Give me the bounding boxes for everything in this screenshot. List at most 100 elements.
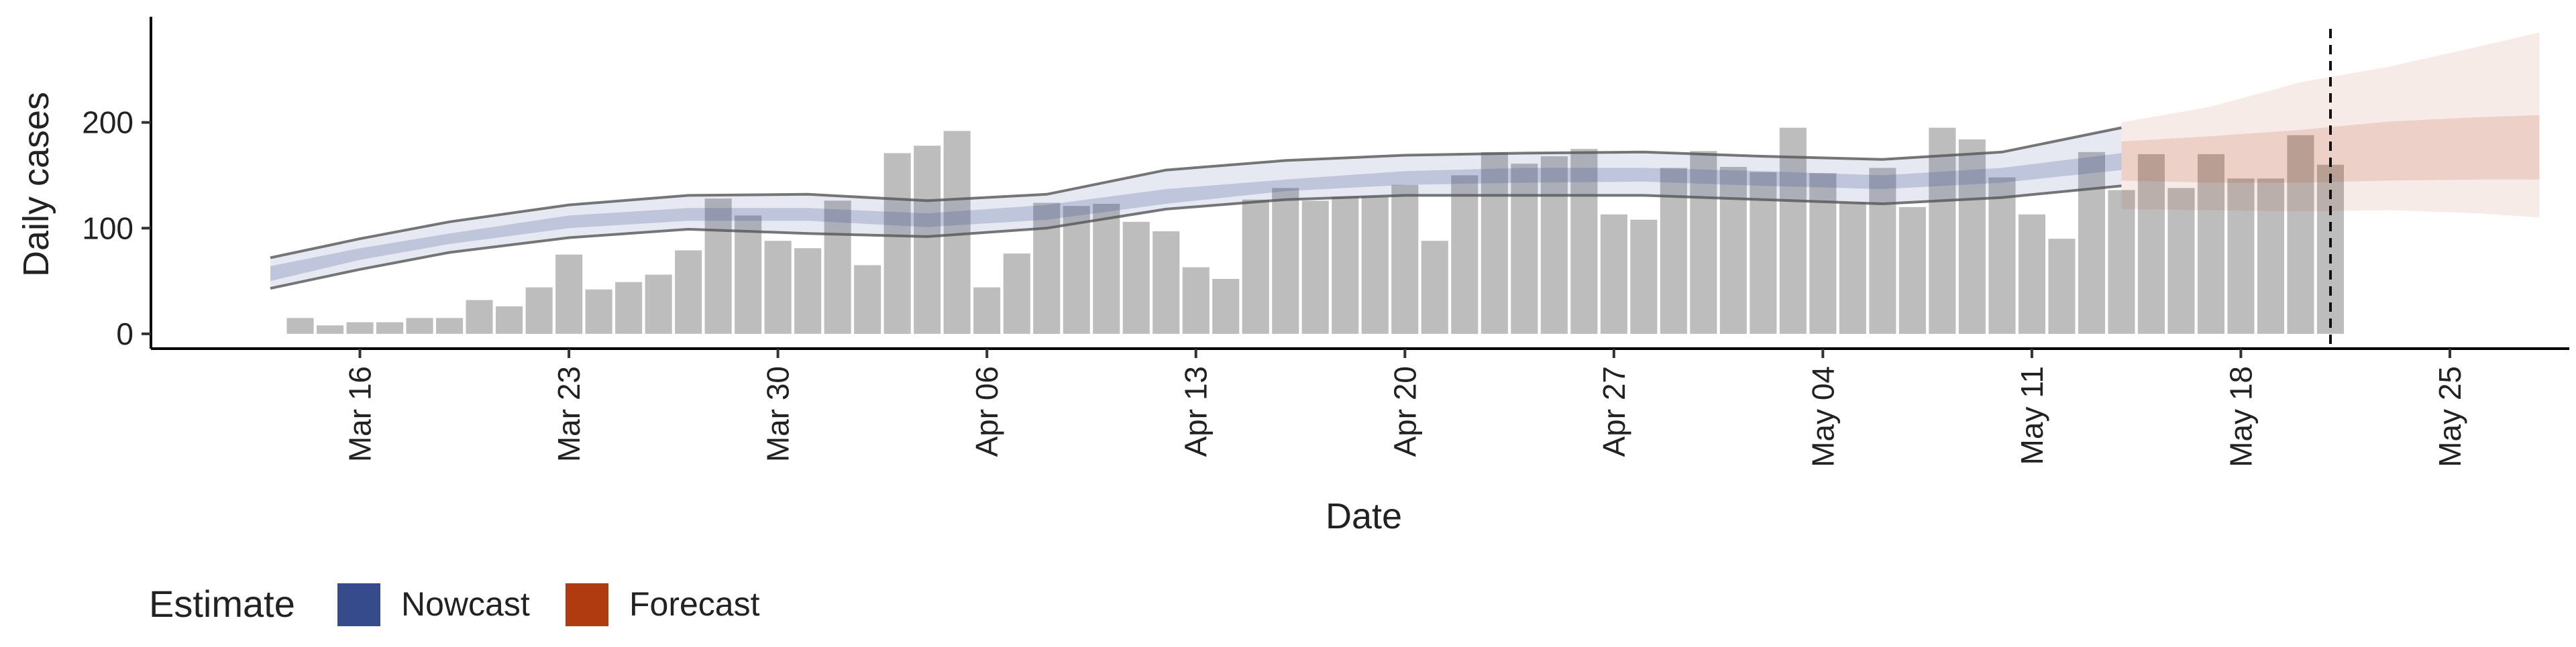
bar-2020-04-06 xyxy=(973,287,1001,334)
bar-2020-04-19 xyxy=(1361,196,1389,334)
bar-2020-05-15 xyxy=(2137,154,2165,334)
legend-swatch-forecast xyxy=(566,583,608,626)
bar-2020-03-30 xyxy=(764,241,792,334)
bar-2020-04-10 xyxy=(1093,204,1120,334)
bar-2020-05-03 xyxy=(1779,127,1807,334)
x-tick-label-2020-05-25: May 25 xyxy=(2432,366,2467,467)
ribbons-layer xyxy=(270,32,2540,290)
bar-2020-03-27 xyxy=(675,250,702,334)
bar-2020-04-30 xyxy=(1690,151,1717,334)
bar-2020-03-28 xyxy=(704,198,732,334)
x-axis-title: Date xyxy=(1326,496,1402,536)
bar-2020-03-19 xyxy=(436,318,464,334)
bar-2020-04-23 xyxy=(1481,152,1508,334)
x-tick-label-2020-03-30: Mar 30 xyxy=(761,366,796,462)
bar-2020-05-06 xyxy=(1869,168,1896,334)
bar-2020-05-20 xyxy=(2287,135,2314,334)
nowcast-upper-line xyxy=(270,126,2122,259)
bar-2020-04-13 xyxy=(1182,267,1210,334)
legend: Estimate Nowcast Forecast xyxy=(149,583,760,626)
bar-2020-04-02 xyxy=(854,265,881,334)
bar-2020-03-17 xyxy=(376,322,404,334)
bar-2020-05-17 xyxy=(2197,154,2224,334)
x-tick-label-2020-04-20: Apr 20 xyxy=(1387,366,1422,457)
nowcast-lower-line xyxy=(270,184,2122,290)
bar-2020-05-09 xyxy=(1958,139,1986,334)
bar-2020-03-25 xyxy=(615,282,643,334)
bar-2020-05-18 xyxy=(2227,178,2255,334)
y-ticks: 0 100 200 xyxy=(82,105,151,351)
x-tick-label-2020-03-23: Mar 23 xyxy=(551,366,586,462)
bar-2020-05-13 xyxy=(2078,152,2105,334)
bar-2020-05-04 xyxy=(1809,173,1837,334)
bar-2020-05-05 xyxy=(1839,202,1866,334)
bar-2020-03-26 xyxy=(645,274,672,334)
forecast-outer-band xyxy=(2121,32,2540,218)
legend-label-forecast: Forecast xyxy=(629,585,760,623)
x-tick-label-2020-05-18: May 18 xyxy=(2223,366,2258,467)
bar-2020-05-08 xyxy=(1929,127,1956,334)
bar-2020-05-14 xyxy=(2108,190,2135,334)
bar-2020-05-07 xyxy=(1898,207,1926,334)
bar-2020-04-18 xyxy=(1332,196,1359,334)
bar-2020-03-16 xyxy=(346,322,374,334)
x-tick-label-2020-03-16: Mar 16 xyxy=(343,366,378,462)
bar-2020-04-14 xyxy=(1212,279,1240,334)
bar-2020-05-12 xyxy=(2048,239,2076,334)
x-tick-label-2020-04-06: Apr 06 xyxy=(969,366,1004,457)
bar-2020-03-23 xyxy=(555,254,583,334)
bar-2020-05-19 xyxy=(2257,178,2284,334)
y-axis-title: Daily cases xyxy=(16,92,56,277)
x-tick-label-2020-04-27: Apr 27 xyxy=(1597,366,1631,457)
y-tick-label-0: 0 xyxy=(116,316,133,351)
bar-2020-04-01 xyxy=(824,200,851,334)
bar-2020-04-27 xyxy=(1600,214,1627,334)
y-tick-label-100: 100 xyxy=(82,211,133,245)
bar-2020-04-12 xyxy=(1152,231,1180,334)
legend-label-nowcast: Nowcast xyxy=(401,585,530,623)
bar-2020-03-21 xyxy=(496,306,523,334)
bar-2020-04-16 xyxy=(1272,188,1299,334)
bar-2020-03-20 xyxy=(466,300,493,334)
bar-2020-03-22 xyxy=(525,287,553,334)
nowcast-outer-band xyxy=(270,127,2122,289)
bar-2020-04-20 xyxy=(1391,184,1419,334)
axes-layer xyxy=(150,17,2569,350)
bar-2020-04-04 xyxy=(914,145,941,334)
bar-2020-04-22 xyxy=(1451,175,1479,334)
bar-2020-04-09 xyxy=(1063,206,1090,334)
bar-2020-05-10 xyxy=(1988,177,2016,334)
x-tick-label-2020-05-04: May 04 xyxy=(1805,366,1840,467)
bar-2020-04-21 xyxy=(1421,241,1448,334)
bar-2020-03-24 xyxy=(585,289,612,334)
legend-swatch-nowcast xyxy=(337,583,380,626)
x-tick-label-2020-05-11: May 11 xyxy=(2015,366,2049,465)
bar-2020-04-08 xyxy=(1033,202,1061,334)
bar-2020-04-26 xyxy=(1570,149,1598,334)
bar-2020-04-11 xyxy=(1122,221,1150,334)
bar-2020-04-03 xyxy=(883,153,911,334)
bar-2020-05-11 xyxy=(2018,214,2045,334)
bar-2020-04-07 xyxy=(1003,253,1030,334)
legend-title: Estimate xyxy=(149,583,295,625)
bar-2020-04-17 xyxy=(1301,200,1329,334)
bar-2020-04-25 xyxy=(1540,156,1568,334)
bar-2020-03-18 xyxy=(406,318,433,334)
bar-2020-04-05 xyxy=(943,131,971,335)
bar-2020-05-16 xyxy=(2167,188,2195,334)
bar-2020-04-28 xyxy=(1630,219,1658,334)
bar-2020-05-01 xyxy=(1719,166,1747,334)
x-ticks: Mar 16 Mar 23 Mar 30 Apr 06 Apr 13 Apr 20 Apr … xyxy=(343,349,2467,467)
bar-2020-04-15 xyxy=(1242,199,1269,334)
nowcast-inner-band xyxy=(270,153,2122,282)
bar-2020-03-15 xyxy=(317,325,344,334)
y-tick-label-200: 200 xyxy=(82,105,133,140)
bar-2020-04-24 xyxy=(1511,164,1538,334)
bars-layer xyxy=(286,127,2344,335)
bar-2020-03-14 xyxy=(286,318,314,334)
bar-2020-03-29 xyxy=(735,215,762,334)
x-tick-label-2020-04-13: Apr 13 xyxy=(1179,366,1214,457)
bar-2020-03-31 xyxy=(794,248,822,334)
